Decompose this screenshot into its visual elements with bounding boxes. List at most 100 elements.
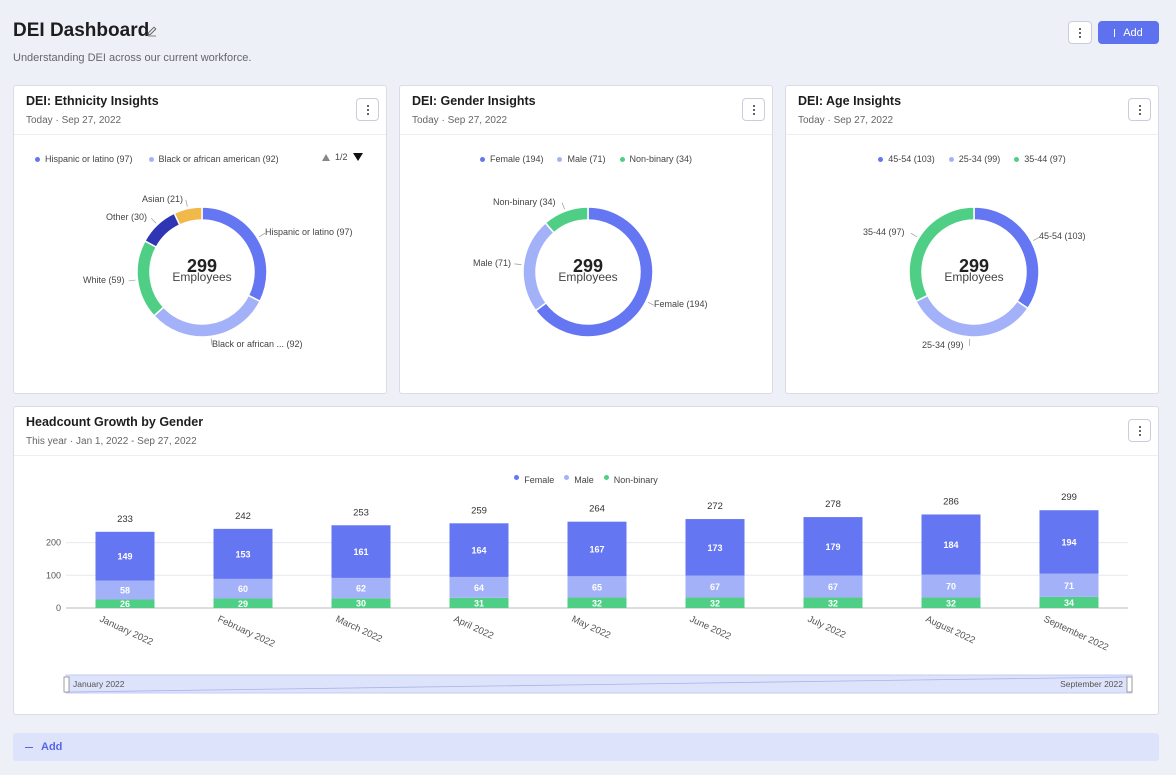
legend-item[interactable]: Non-binary (34) [619, 154, 693, 164]
legend: 45-54 (103) 25-34 (99) 35-44 (97) [786, 154, 1158, 164]
bar-segment-non-binary[interactable] [567, 597, 627, 608]
bar-segment-male[interactable] [449, 576, 509, 598]
legend-item[interactable]: 25-34 (99) [948, 154, 1000, 164]
bar-segment-non-binary[interactable] [921, 597, 981, 608]
page-down-icon[interactable] [352, 153, 363, 161]
slice-label-white: White (59) [83, 275, 125, 285]
headcount-card: Headcount Growth by Gender This year · J… [13, 406, 1159, 715]
bar-segment-male[interactable] [921, 574, 981, 598]
bar-value-label: 32 [710, 598, 720, 608]
leader-line [150, 217, 157, 224]
gender-card: DEI: Gender Insights Today · Sep 27, 202… [399, 85, 773, 394]
range-handle-right[interactable] [1126, 676, 1133, 693]
bar-segment-non-binary[interactable] [1039, 596, 1099, 608]
legend-item[interactable]: Female [514, 475, 554, 485]
legend-item[interactable]: Female (194) [479, 154, 544, 164]
bar-value-label: 32 [592, 598, 602, 608]
bar-segment-non-binary[interactable] [95, 599, 155, 608]
more-options-button[interactable] [1068, 21, 1092, 44]
bar-segment-non-binary[interactable] [449, 597, 509, 608]
more-vertical-icon [1079, 27, 1081, 38]
ethnicity-donut-chart [128, 199, 268, 346]
legend-item[interactable]: Black or african american (92) [148, 154, 279, 164]
bar-segment-non-binary[interactable] [213, 598, 273, 608]
bar-segment-male[interactable] [213, 578, 273, 599]
bar-segment-female[interactable] [449, 523, 509, 577]
card-title: DEI: Gender Insights [412, 94, 536, 108]
bar-value-label: 167 [589, 544, 604, 554]
bar-segment-non-binary[interactable] [685, 597, 745, 608]
range-track[interactable] [65, 674, 1133, 694]
add-widget-button[interactable]: Add [13, 733, 1159, 761]
legend-item[interactable]: Hispanic or latino (97) [35, 154, 133, 164]
bar-segment-male[interactable] [331, 577, 391, 599]
bar-segment-female[interactable] [95, 531, 155, 581]
legend-dot [479, 156, 485, 162]
gender-donut-chart [514, 202, 655, 338]
donut-slice-35-44[interactable] [908, 206, 975, 303]
range-end-label: September 2022 [1060, 679, 1123, 689]
y-tick-label: 0 [56, 603, 61, 613]
bar-value-label: 149 [117, 552, 132, 562]
legend-item[interactable]: Non-binary [603, 475, 658, 485]
legend-item[interactable]: 35-44 (97) [1014, 154, 1066, 164]
card-more-button[interactable] [1128, 98, 1151, 121]
add-button[interactable]: Add [1098, 21, 1159, 44]
donut-center-value: 299 [186, 256, 218, 276]
bar-segment-female[interactable] [921, 514, 981, 575]
legend-label: Hispanic or latino (97) [45, 154, 133, 164]
legend-label: Non-binary (34) [629, 154, 693, 164]
bar-total-label: 299 [1061, 492, 1077, 503]
card-more-button[interactable] [742, 98, 765, 121]
bar-segment-female[interactable] [803, 517, 863, 576]
bar-value-label: 64 [474, 583, 484, 593]
legend-dot [564, 475, 570, 480]
legend-label: Female (194) [489, 154, 544, 164]
bar-segment-male[interactable] [567, 576, 627, 598]
page-title: DEI Dashboard [13, 20, 150, 41]
legend-label: Female [524, 475, 555, 485]
donut-slice-asian[interactable] [173, 206, 203, 226]
bar-segment-female[interactable] [1039, 510, 1099, 574]
bar-total-label: 242 [235, 511, 251, 522]
donut-slice-25-34[interactable] [914, 294, 1029, 338]
range-preview-line [68, 676, 1130, 693]
range-slider[interactable]: January 2022 September 2022 [63, 674, 1133, 694]
slice-label-female: Female (194) [654, 299, 708, 309]
legend-label: 35-44 (97) [1024, 154, 1066, 164]
legend-dot [603, 475, 609, 480]
legend-item[interactable]: 45-54 (103) [878, 154, 935, 164]
card-subtitle: Today · Sep 27, 2022 [412, 115, 508, 126]
leader-line [210, 338, 213, 346]
bar-segment-female[interactable] [213, 528, 273, 579]
donut-slice-nonbinary[interactable] [544, 206, 589, 234]
bar-segment-male[interactable] [95, 580, 155, 600]
bar-segment-female[interactable] [331, 525, 391, 578]
bar-segment-male[interactable] [803, 575, 863, 598]
bar-segment-male[interactable] [1039, 573, 1099, 597]
bar-segment-non-binary[interactable] [803, 597, 863, 608]
pencil-icon[interactable] [146, 25, 158, 37]
bar-segment-non-binary[interactable] [331, 598, 391, 608]
page-up-icon[interactable] [322, 153, 330, 161]
donut-slice-black[interactable] [152, 294, 262, 338]
bar-value-label: 194 [1061, 537, 1076, 547]
bar-total-label: 286 [943, 496, 959, 507]
x-tick-label: January 2022 [98, 614, 155, 648]
leader-line [185, 199, 188, 207]
legend-item[interactable]: Male [564, 475, 594, 485]
legend-item[interactable]: Male (71) [557, 154, 606, 164]
donut-slice-other[interactable] [143, 212, 181, 249]
card-subtitle: Today · Sep 27, 2022 [26, 115, 122, 126]
bar-segment-female[interactable] [567, 521, 627, 577]
card-more-button[interactable] [356, 98, 379, 121]
page-subtitle: Understanding DEI across our current wor… [13, 52, 252, 64]
bar-value-label: 31 [474, 598, 484, 608]
bar-segment-female[interactable] [685, 519, 745, 576]
bar-segment-male[interactable] [685, 575, 745, 598]
age-donut-chart [908, 206, 1040, 346]
card-more-button[interactable] [1128, 419, 1151, 442]
range-handle-left[interactable] [63, 676, 70, 693]
bar-value-label: 67 [828, 582, 838, 592]
donut-slice-hispanic[interactable] [201, 206, 268, 303]
